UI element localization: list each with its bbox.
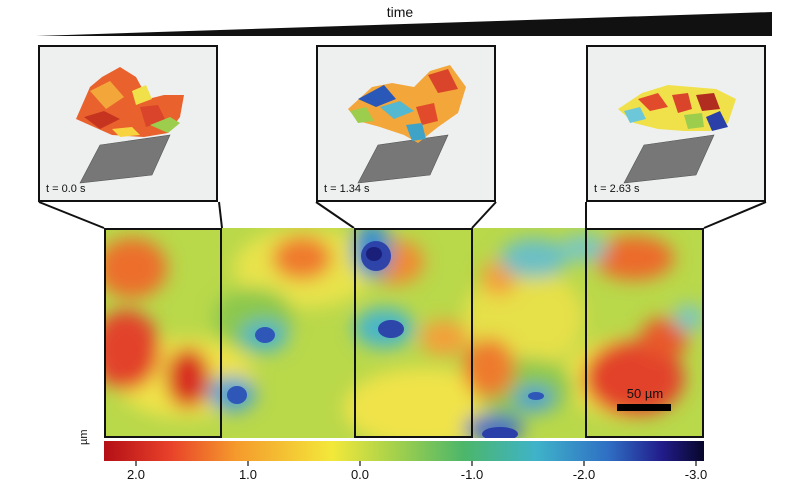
time-label: time [386,4,414,20]
snapshot-time-2: t = 1.34 s [324,183,370,195]
colorbar-unit: µm [78,429,90,445]
snapshot-panel-2: t = 1.34 s [316,45,496,202]
snapshot-time-1: t = 0.0 s [46,183,86,195]
scale-bar-label: 50 µm [626,386,664,401]
surface-plot-1 [76,67,184,184]
colorbar-tick: -2.0 [572,467,596,482]
time-wedge [36,12,772,36]
snapshot-panel-1: t = 0.0 s [38,45,218,202]
colorbar-tick: 1.0 [238,467,258,482]
snapshot-time-3: t = 2.63 s [594,183,640,195]
colorbar-tick: -1.0 [460,467,484,482]
scale-bar [617,404,671,411]
colorbar-tick: 0.0 [350,467,370,482]
surface-plot-3 [618,85,736,184]
surface-plot-2 [348,65,466,184]
colorbar-tick: 2.0 [126,467,146,482]
colorbar-tick: -3.0 [684,467,708,482]
height-map-strip [104,228,704,438]
colorbar [104,441,704,466]
snapshot-panel-3: t = 2.63 s [586,45,766,202]
